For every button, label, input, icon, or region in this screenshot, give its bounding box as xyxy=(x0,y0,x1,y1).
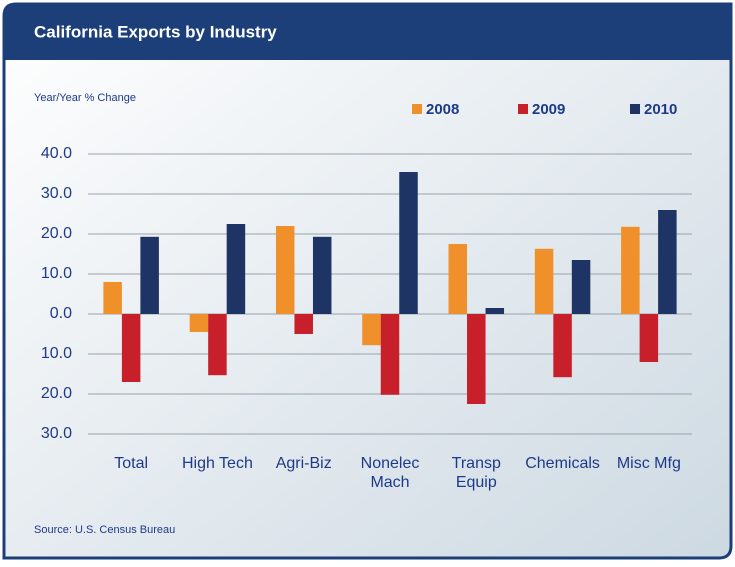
x-tick-label: Chemicals xyxy=(525,455,600,472)
chart-title: California Exports by Industry xyxy=(34,22,277,41)
legend-label: 2008 xyxy=(426,101,459,118)
y-tick-label: 40.0 xyxy=(41,145,72,162)
bar xyxy=(553,314,572,378)
legend-label: 2010 xyxy=(644,101,677,118)
legend-swatch xyxy=(518,104,528,114)
bar xyxy=(208,314,227,376)
bar xyxy=(534,248,554,314)
legend-swatch xyxy=(630,104,640,114)
legend-label: 2009 xyxy=(532,101,565,118)
bar xyxy=(189,314,209,332)
bar xyxy=(140,236,159,314)
bar xyxy=(621,226,640,314)
y-tick-label: 10.0 xyxy=(41,265,72,282)
y-tick-label: 20.0 xyxy=(41,225,72,242)
bar xyxy=(448,244,468,314)
bar xyxy=(639,314,659,362)
bar xyxy=(485,308,505,314)
legend-swatch xyxy=(412,104,422,114)
bar xyxy=(226,224,246,314)
bar xyxy=(467,314,486,404)
y-tick-label: 0.0 xyxy=(50,305,72,322)
bar xyxy=(312,236,332,314)
x-tick-label: Nonelec Mach xyxy=(360,455,420,491)
x-tick-label: Transp Equip xyxy=(451,455,501,491)
source: Source: U.S. Census Bureau xyxy=(34,524,175,536)
bar xyxy=(571,260,591,314)
y-tick-label: 30.0 xyxy=(41,185,72,202)
x-tick-label: Total xyxy=(114,455,149,472)
bar xyxy=(658,210,677,314)
y-tick-label: 10.0 xyxy=(41,345,72,362)
x-tick-label: Agri-Biz xyxy=(275,455,332,472)
y-tick-label: 20.0 xyxy=(41,385,72,402)
bar xyxy=(294,314,313,334)
y-axis-label: Year/Year % Change xyxy=(34,92,136,104)
bar xyxy=(103,282,122,314)
bar xyxy=(399,172,418,314)
x-tick-label: High Tech xyxy=(181,455,253,472)
y-tick-label: 30.0 xyxy=(41,425,72,442)
bar xyxy=(362,314,381,346)
bar xyxy=(121,314,141,382)
header-band xyxy=(4,4,731,60)
x-tick-label: Misc Mfg xyxy=(616,455,681,472)
bar xyxy=(380,314,400,395)
bar xyxy=(275,226,295,314)
